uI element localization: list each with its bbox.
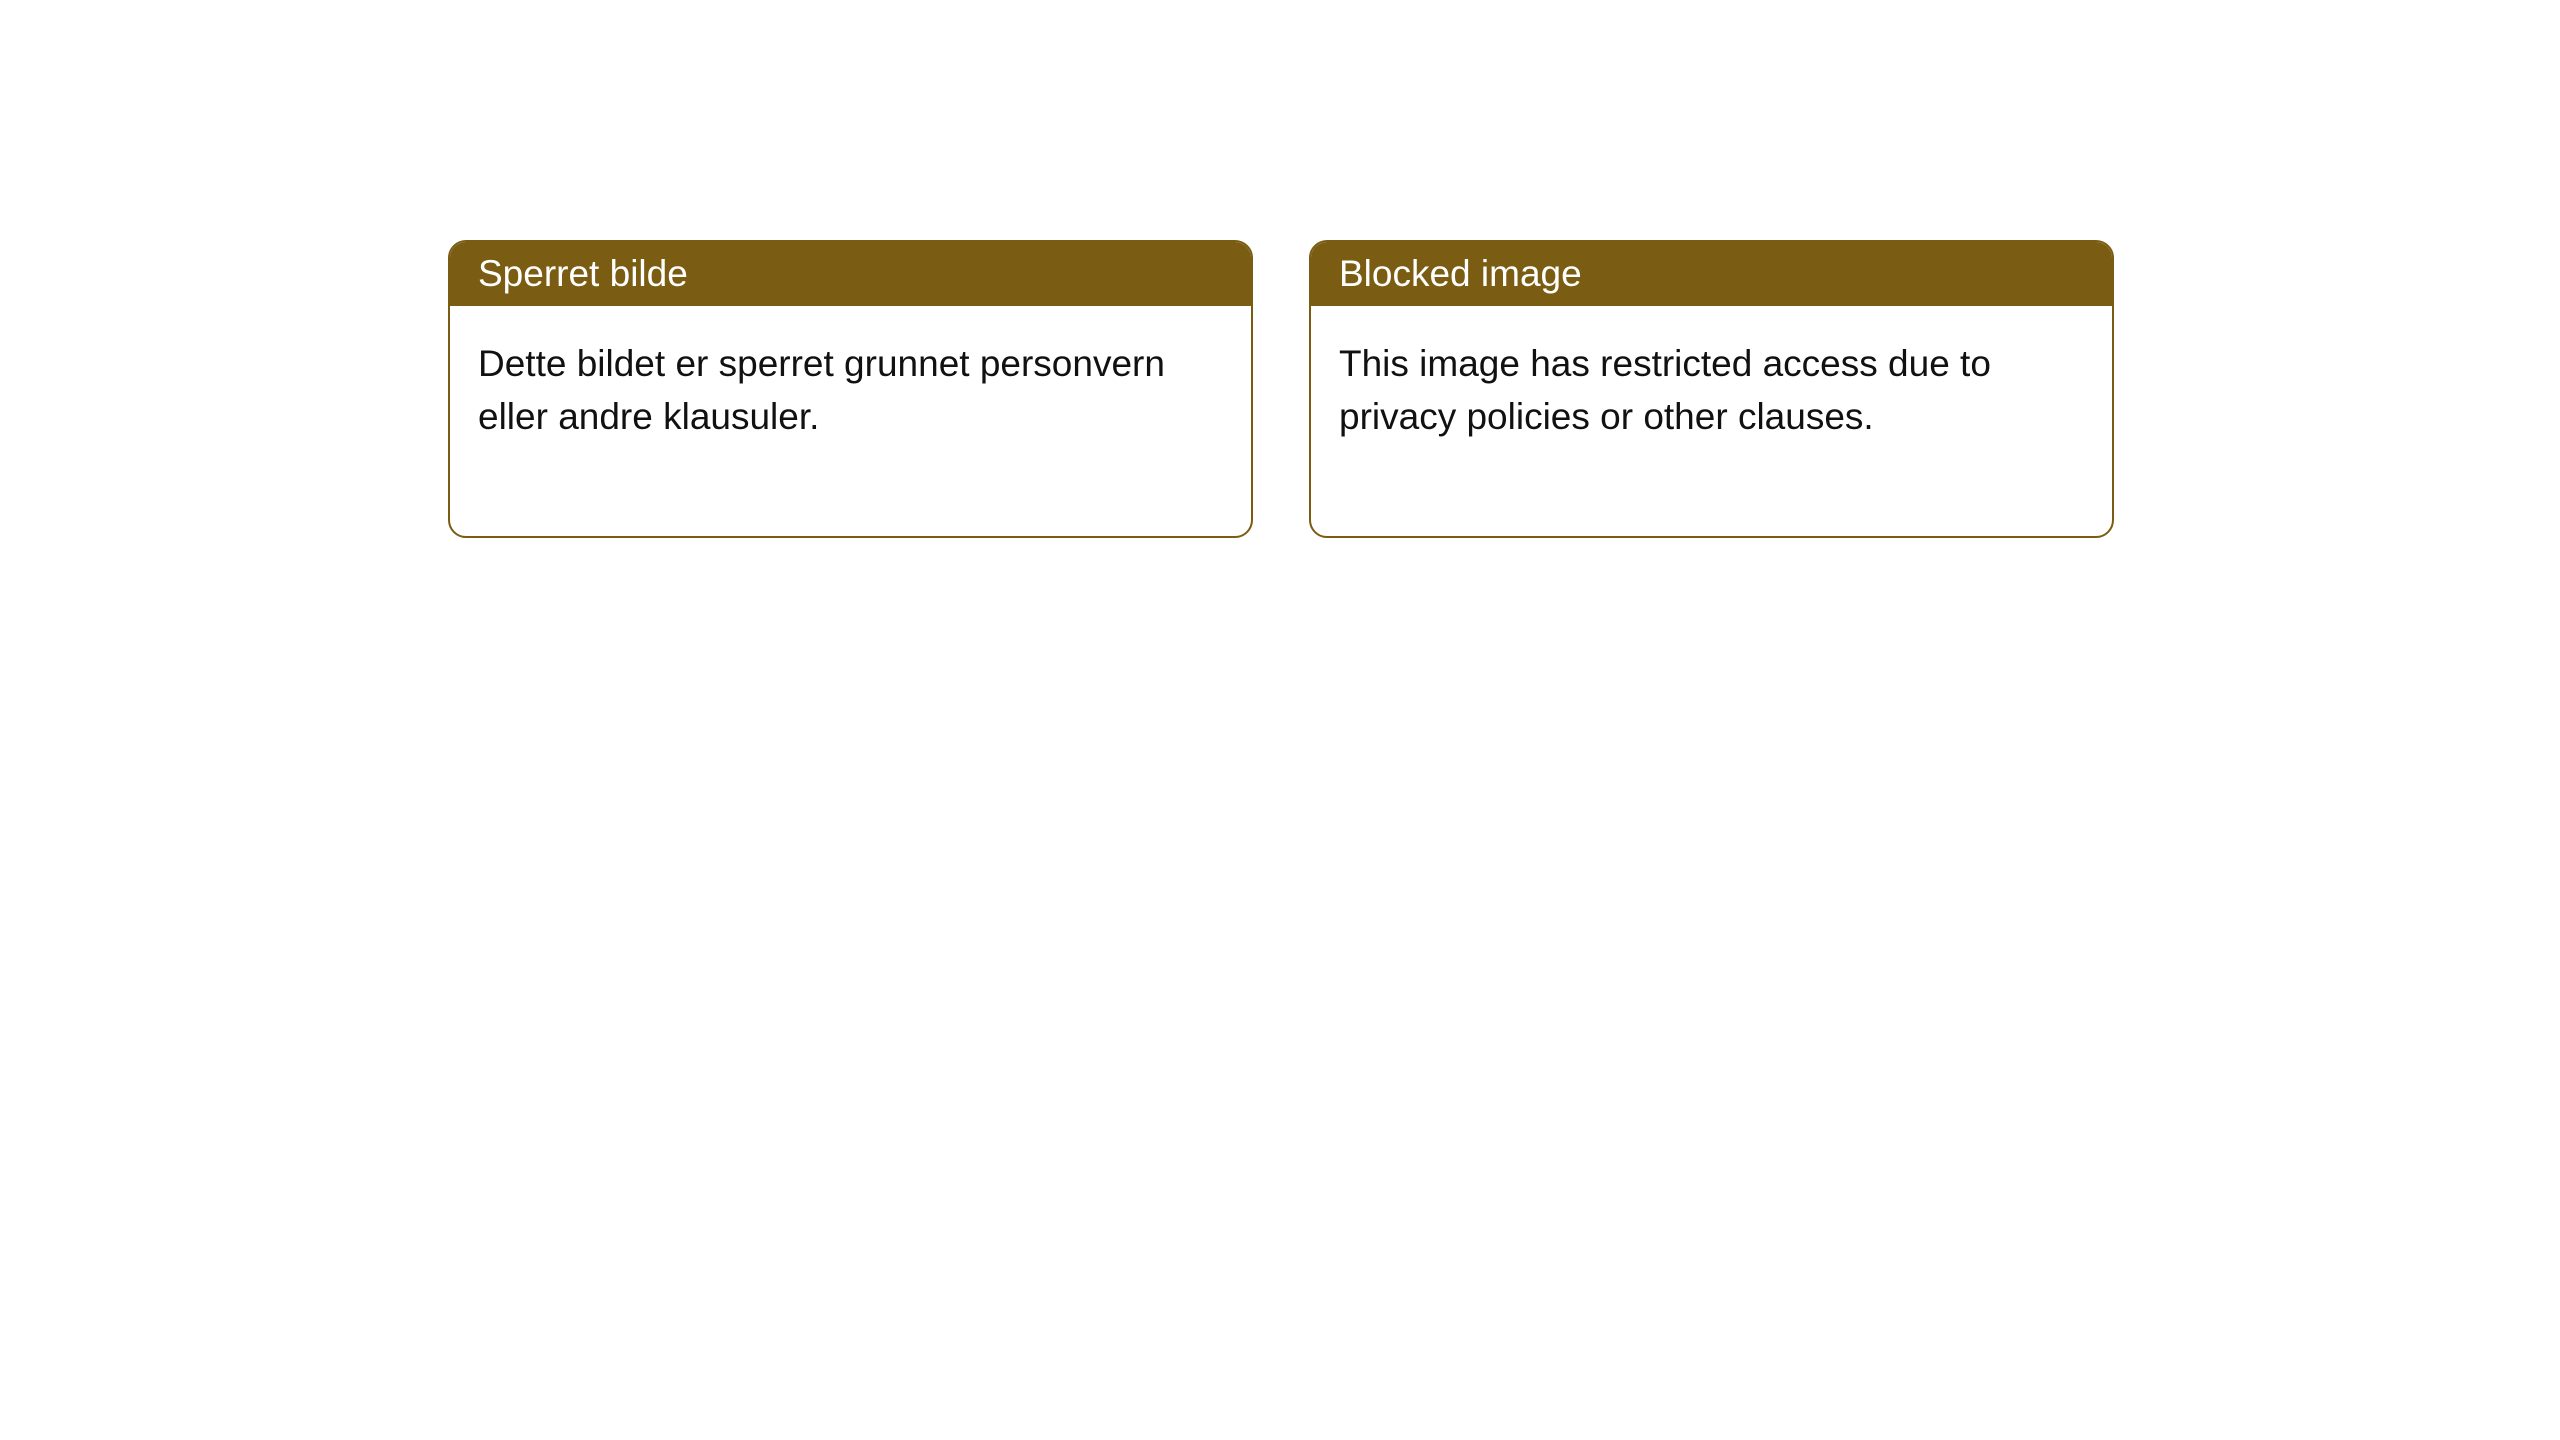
blocked-image-card-no: Sperret bilde Dette bildet er sperret gr…	[448, 240, 1253, 538]
card-body-en: This image has restricted access due to …	[1311, 306, 2112, 536]
notice-cards-container: Sperret bilde Dette bildet er sperret gr…	[448, 240, 2114, 538]
card-header-no: Sperret bilde	[450, 242, 1251, 306]
card-body-no: Dette bildet er sperret grunnet personve…	[450, 306, 1251, 536]
card-header-en: Blocked image	[1311, 242, 2112, 306]
blocked-image-card-en: Blocked image This image has restricted …	[1309, 240, 2114, 538]
